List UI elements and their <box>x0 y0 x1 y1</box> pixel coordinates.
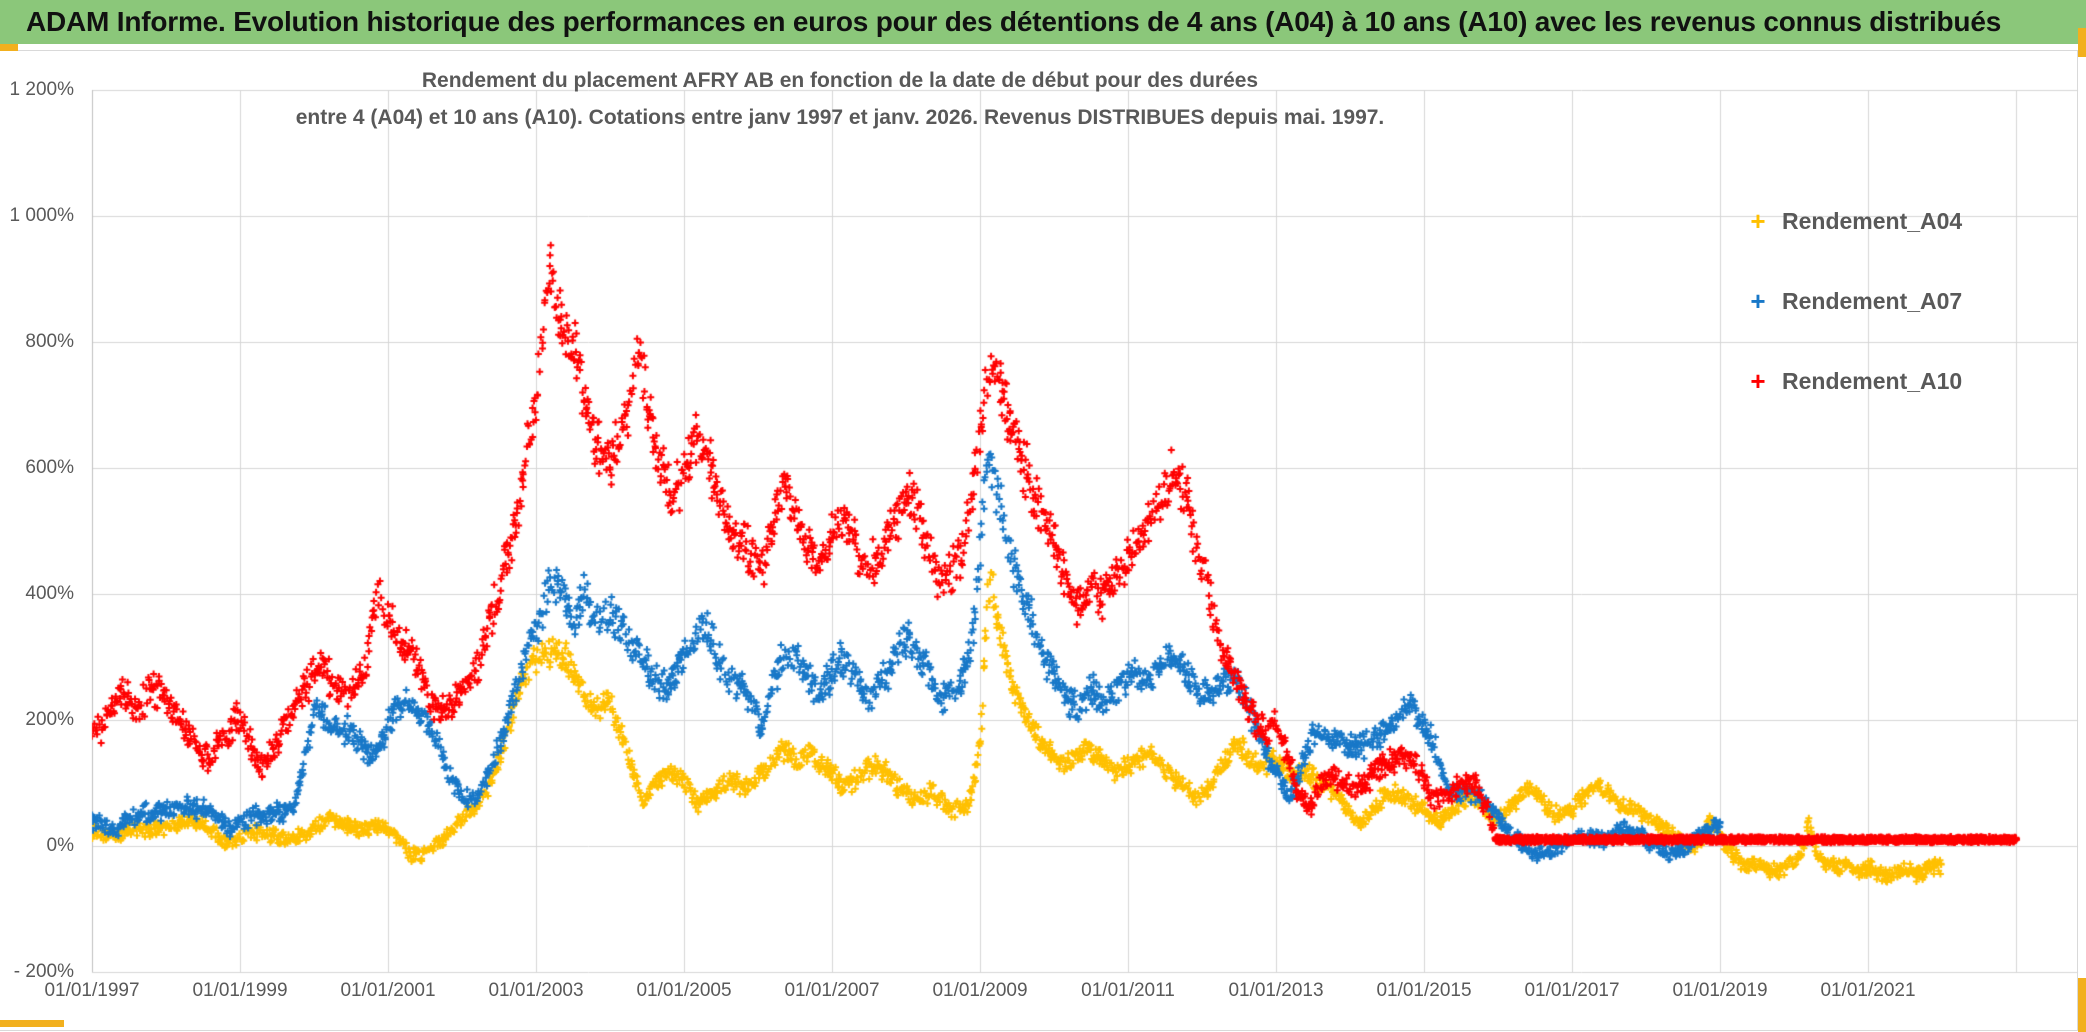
plus-marker-icon: + <box>1750 366 1766 396</box>
chart-title: Rendement du placement AFRY AB en foncti… <box>290 62 1390 136</box>
x-axis-tick-label: 01/01/1999 <box>192 980 288 1001</box>
y-axis-tick-label: 0% <box>46 835 74 856</box>
x-axis-tick-label: 01/01/1997 <box>44 980 140 1001</box>
x-axis-tick-label: 01/01/2011 <box>1081 980 1175 1001</box>
x-axis-tick-label: 01/01/2005 <box>636 980 732 1001</box>
plus-marker-icon: + <box>1750 206 1766 236</box>
x-axis-tick-label: 01/01/2021 <box>1820 980 1916 1001</box>
y-axis-tick-label: 800% <box>25 331 74 352</box>
y-axis-tick-label: 200% <box>25 709 74 730</box>
x-axis-tick-label: 01/01/2013 <box>1228 980 1324 1001</box>
legend-label: Rendement_A04 <box>1782 207 1963 234</box>
y-axis-tick-label: 400% <box>25 583 74 604</box>
chart-title-line1: Rendement du placement AFRY AB en foncti… <box>421 69 1259 92</box>
x-axis-tick-label: 01/01/2019 <box>1672 980 1768 1001</box>
x-axis-tick-label: 01/01/2003 <box>488 980 584 1001</box>
chart-legend: + Rendement_A04 + Rendement_A07 + Rendement_A… <box>1748 198 1962 438</box>
x-axis-tick-label: 01/01/2001 <box>340 980 436 1001</box>
y-axis-tick-label: - 200% <box>13 961 74 982</box>
legend-entry-rendement_a04[interactable]: + Rendement_A04 <box>1748 198 1962 244</box>
y-axis-tick-label: 1 200% <box>9 79 74 100</box>
y-axis-tick-label: 1 000% <box>9 205 74 226</box>
accent-bar-bottom-left <box>0 1020 64 1027</box>
x-axis-tick-label: 01/01/2007 <box>784 980 880 1001</box>
y-axis-tick-label: 600% <box>25 457 74 478</box>
legend-label: Rendement_A10 <box>1782 367 1963 394</box>
x-axis-tick-label: 01/01/2009 <box>932 980 1028 1001</box>
legend-entry-rendement_a10[interactable]: + Rendement_A10 <box>1748 358 1962 404</box>
x-axis-tick-label: 01/01/2017 <box>1524 980 1620 1001</box>
accent-mark-top-left <box>0 44 18 51</box>
accent-mark-top-right <box>2078 28 2086 57</box>
accent-mark-bottom-right <box>2078 978 2086 1032</box>
legend-label: Rendement_A07 <box>1782 287 1963 314</box>
legend-entry-rendement_a07[interactable]: + Rendement_A07 <box>1748 278 1962 324</box>
x-axis-tick-label: 01/01/2015 <box>1376 980 1472 1001</box>
plus-marker-icon: + <box>1750 286 1766 316</box>
chart-title-line2: entre 4 (A04) et 10 ans (A10). Cotations… <box>295 106 1385 129</box>
